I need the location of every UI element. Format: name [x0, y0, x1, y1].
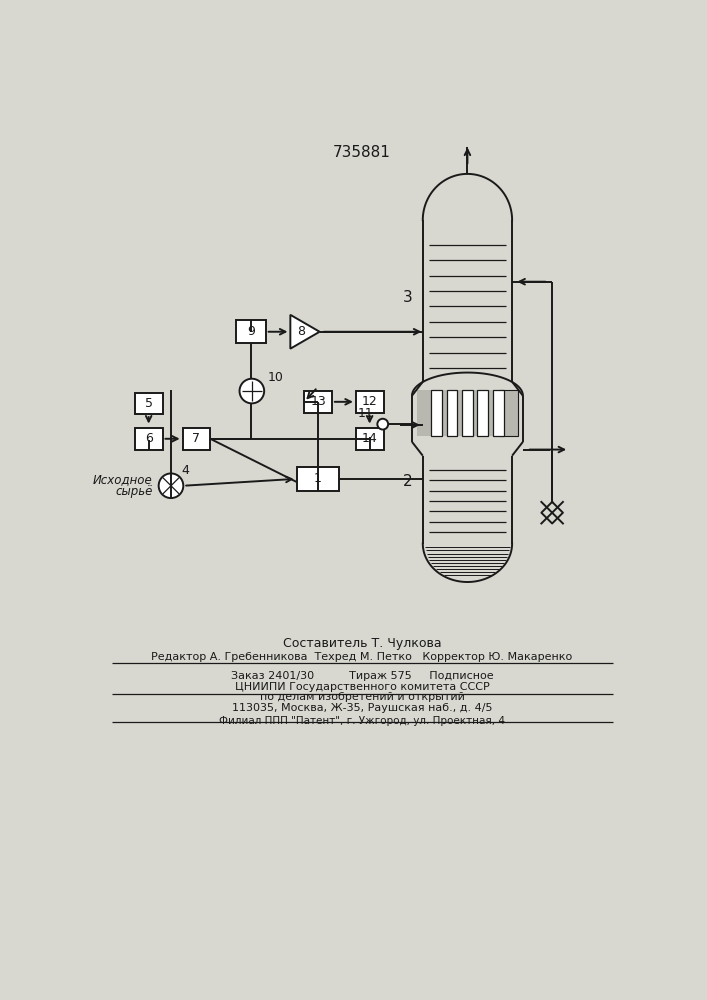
Text: Редактор А. Гребенникова  Техред М. Петко   Корректор Ю. Макаренко: Редактор А. Гребенникова Техред М. Петко… [151, 652, 573, 662]
Bar [477, 389, 489, 436]
Text: по делам изобретений и открытий: по делам изобретений и открытий [259, 692, 464, 702]
Bar [356, 391, 383, 413]
Bar [462, 389, 473, 436]
Bar [182, 428, 210, 450]
Text: 9: 9 [247, 325, 255, 338]
Text: 5: 5 [145, 397, 153, 410]
Text: 3: 3 [402, 290, 412, 305]
Text: Составитель Т. Чулкова: Составитель Т. Чулкова [283, 637, 441, 650]
Text: 1: 1 [314, 472, 322, 485]
Bar [416, 389, 518, 436]
Bar [447, 389, 457, 436]
Text: Заказ 2401/30          Тираж 575     Подписное: Заказ 2401/30 Тираж 575 Подписное [230, 671, 493, 681]
Text: 6: 6 [145, 432, 153, 445]
Bar [431, 389, 442, 436]
Bar [304, 391, 332, 413]
Circle shape [378, 419, 388, 430]
Bar [135, 393, 163, 414]
Text: 4: 4 [182, 464, 189, 477]
Text: ЦНИИПИ Государственного комитета СССР: ЦНИИПИ Государственного комитета СССР [235, 682, 489, 692]
Bar [500, 389, 518, 436]
Text: Исходное: Исходное [93, 473, 153, 486]
Text: 113035, Москва, Ж-35, Раушская наб., д. 4/5: 113035, Москва, Ж-35, Раушская наб., д. … [232, 703, 492, 713]
Text: 14: 14 [362, 432, 378, 445]
Text: 11: 11 [358, 407, 373, 420]
Bar [296, 466, 339, 491]
Circle shape [240, 379, 264, 403]
Polygon shape [291, 315, 320, 349]
Text: 8: 8 [297, 325, 305, 338]
Text: 13: 13 [310, 395, 326, 408]
Bar [493, 389, 503, 436]
Bar [356, 428, 383, 450]
Text: сырьё: сырьё [115, 485, 153, 498]
Bar [135, 428, 163, 450]
Text: 735881: 735881 [333, 145, 391, 160]
Text: 2: 2 [402, 474, 412, 489]
Text: 10: 10 [267, 371, 283, 384]
Circle shape [158, 473, 183, 498]
Bar [236, 320, 266, 343]
Text: Филиал ППП "Патент", г. Ужгород, ул. Проектная, 4: Филиал ППП "Патент", г. Ужгород, ул. Про… [219, 716, 505, 726]
Text: 12: 12 [362, 395, 378, 408]
Text: 7: 7 [192, 432, 200, 445]
